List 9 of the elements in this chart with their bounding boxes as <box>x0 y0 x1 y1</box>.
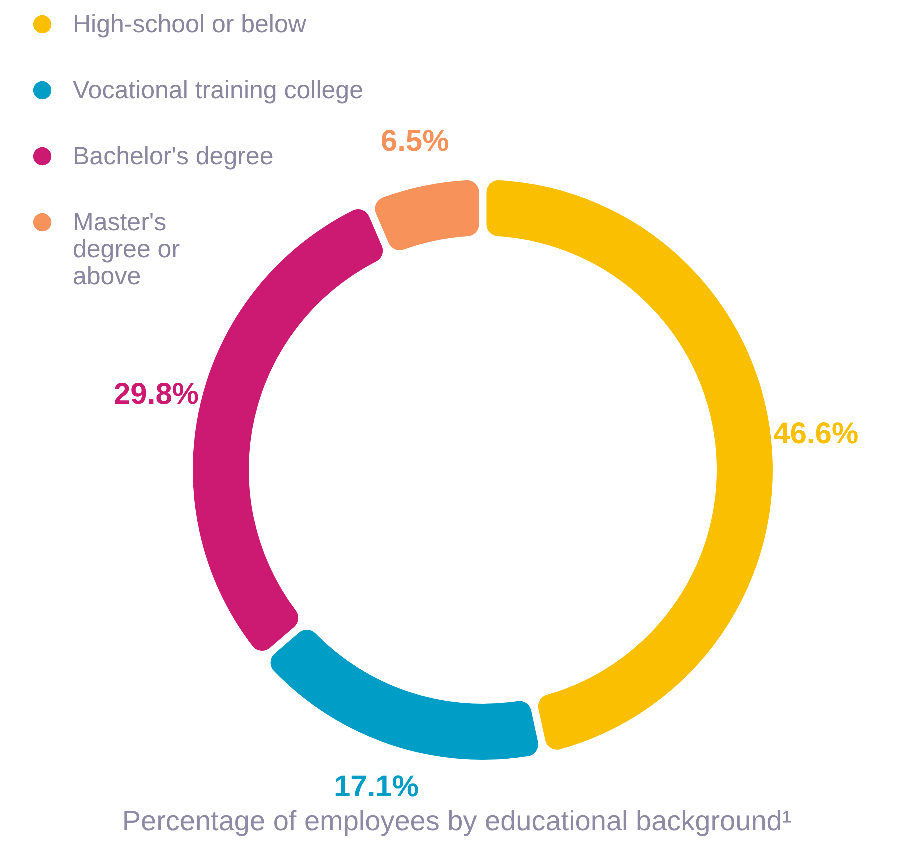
text: Percentage of employees by educational background¹ <box>122 806 792 837</box>
legend-label: High-school or below <box>73 10 308 38</box>
data-label: 6.5% <box>380 124 450 158</box>
data-label: 46.6% <box>774 417 859 450</box>
legend-label: Bachelor's degree <box>73 142 274 170</box>
data-label: 17.1% <box>334 770 420 804</box>
legend-label: Master's degree or above <box>73 208 180 290</box>
data-label: 29.8% <box>114 378 200 411</box>
legend-label: Vocational training college <box>73 76 364 104</box>
